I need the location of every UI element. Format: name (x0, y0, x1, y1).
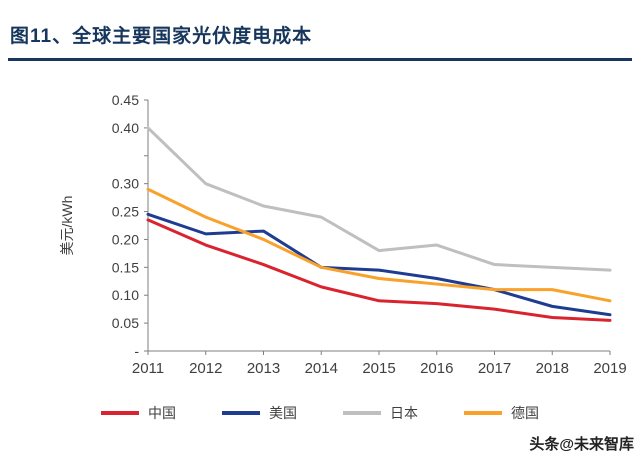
y-tick-label: 0.45 (112, 92, 139, 108)
y-tick-label: 0.30 (112, 176, 139, 192)
x-tick-label: 2012 (189, 360, 222, 377)
x-tick-label: 2014 (305, 360, 338, 377)
legend-item: 德国 (464, 403, 539, 423)
legend-item: 中国 (101, 403, 176, 423)
x-tick-label: 2018 (536, 360, 569, 377)
x-tick-label: 2015 (362, 360, 395, 377)
legend-item: 日本 (343, 403, 418, 423)
y-tick-label: 0.25 (112, 204, 139, 220)
y-tick-label: 0.40 (112, 120, 139, 136)
legend-label: 日本 (390, 405, 418, 421)
legend-swatch-icon (343, 411, 381, 415)
figure-title: 图11、全球主要国家光伏度电成本 (10, 26, 313, 47)
x-tick-label: 2013 (247, 360, 280, 377)
x-tick-label: 2017 (478, 360, 511, 377)
legend-swatch-icon (464, 411, 502, 415)
legend-swatch-icon (101, 411, 139, 415)
lcoe-line-chart: 0.45 0.40 0.30 0.25 0.20 0.15 0.10 0.05 -2011 201… (59, 92, 627, 377)
y-tick-label: 0.10 (112, 287, 139, 303)
y-axis-title: 美元/kWh (59, 196, 75, 256)
series-line (146, 212, 612, 317)
y-tick-label: 0.15 (112, 259, 139, 275)
title-underline (8, 58, 632, 61)
y-tick-label: 0.20 (112, 231, 139, 247)
legend-swatch-icon (222, 411, 260, 415)
y-tick-label: - (134, 343, 139, 359)
y-tick-label: 0.05 (112, 315, 139, 331)
series-line (146, 187, 612, 303)
x-tick-label: 2016 (420, 360, 453, 377)
series-line (146, 126, 612, 272)
legend-item: 美国 (222, 403, 297, 423)
watermark: 头条@未来智库 (529, 436, 634, 453)
x-tick-label: 2019 (593, 360, 626, 377)
legend-label: 美国 (269, 405, 297, 421)
legend-label: 中国 (148, 405, 176, 421)
legend-label: 德国 (511, 405, 539, 421)
x-tick-label: 2011 (132, 360, 164, 377)
series-line (146, 218, 612, 322)
legend: 中国 美国 日本 德国 (0, 403, 640, 423)
